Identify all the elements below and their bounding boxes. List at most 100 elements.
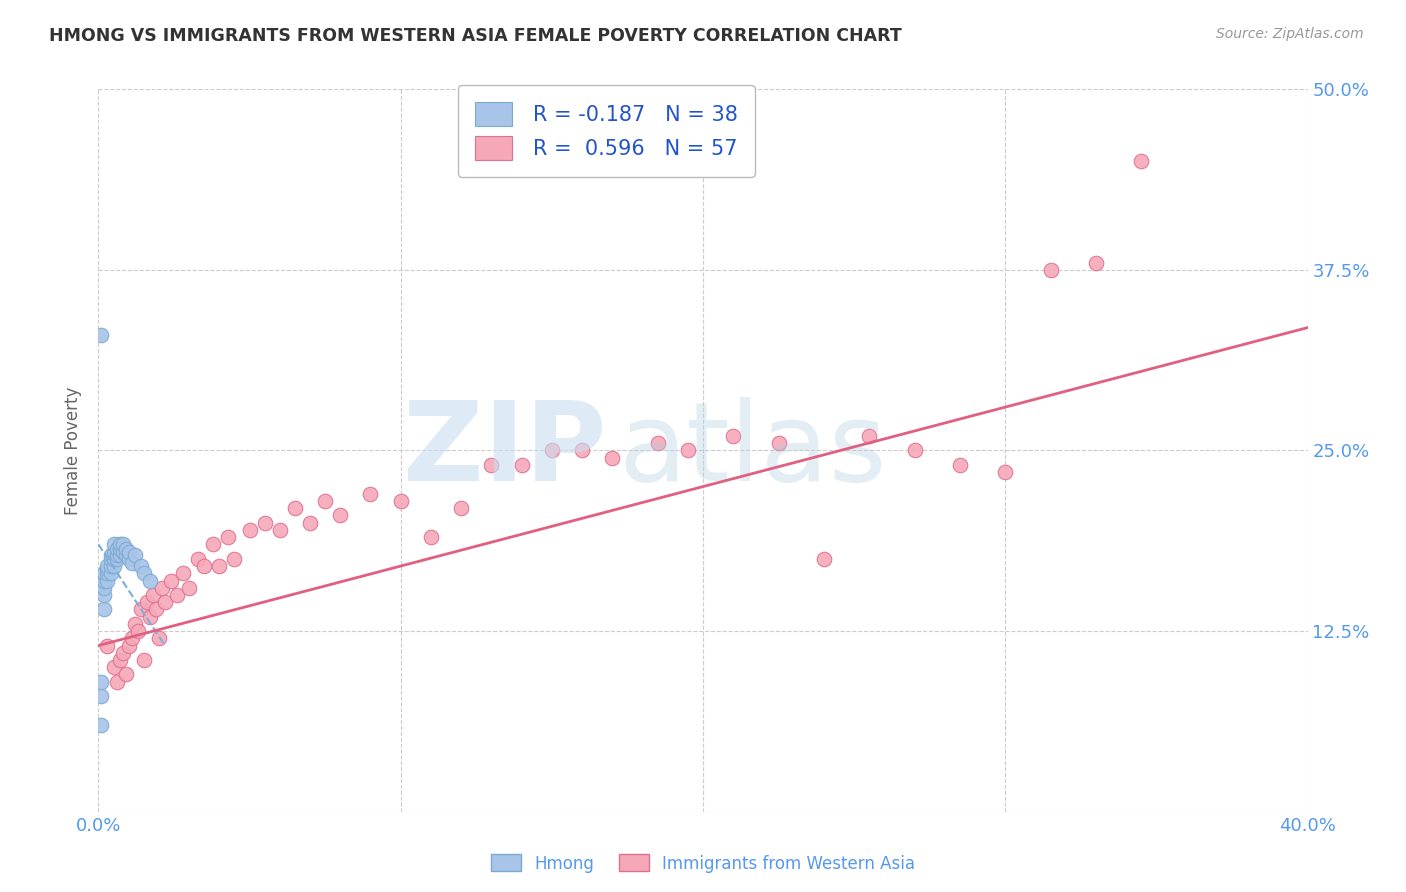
Point — [111, 646, 134, 660]
Point — [1085, 255, 1108, 269]
Point — [93, 574, 115, 588]
Point — [239, 523, 262, 537]
Point — [540, 443, 562, 458]
Point — [132, 653, 155, 667]
Point — [676, 443, 699, 458]
Point — [100, 566, 122, 581]
Point — [108, 537, 131, 551]
Point — [329, 508, 352, 523]
Point — [124, 616, 146, 631]
Point — [510, 458, 533, 472]
Point — [904, 443, 927, 458]
Point — [118, 639, 141, 653]
Point — [1130, 154, 1153, 169]
Point — [420, 530, 443, 544]
Point — [90, 718, 112, 732]
Point — [100, 548, 122, 562]
Point — [121, 632, 143, 646]
Point — [142, 588, 165, 602]
Point — [103, 537, 125, 551]
Point — [571, 443, 593, 458]
Point — [224, 551, 246, 566]
Point — [108, 653, 131, 667]
Point — [103, 544, 125, 558]
Point — [284, 501, 307, 516]
Point — [93, 581, 115, 595]
Point — [949, 458, 972, 472]
Point — [108, 548, 131, 562]
Text: ZIP: ZIP — [404, 397, 606, 504]
Point — [145, 602, 167, 616]
Point — [100, 551, 122, 566]
Point — [481, 458, 503, 472]
Point — [602, 450, 624, 465]
Point — [148, 632, 170, 646]
Point — [179, 581, 201, 595]
Point — [111, 537, 134, 551]
Point — [129, 559, 152, 574]
Point — [124, 548, 146, 562]
Point — [813, 551, 835, 566]
Legend: R = -0.187   N = 38, R =  0.596   N = 57: R = -0.187 N = 38, R = 0.596 N = 57 — [458, 85, 755, 177]
Point — [114, 667, 136, 681]
Point — [299, 516, 322, 530]
Point — [153, 595, 176, 609]
Point — [96, 574, 118, 588]
Point — [118, 544, 141, 558]
Point — [129, 602, 152, 616]
Point — [90, 327, 112, 342]
Y-axis label: Female Poverty: Female Poverty — [65, 386, 83, 515]
Text: atlas: atlas — [619, 397, 887, 504]
Point — [93, 588, 115, 602]
Point — [139, 609, 162, 624]
Point — [768, 436, 790, 450]
Point — [160, 574, 183, 588]
Point — [253, 516, 276, 530]
Point — [1039, 262, 1062, 277]
Point — [360, 487, 382, 501]
Point — [202, 537, 225, 551]
Point — [100, 559, 122, 574]
Point — [208, 559, 231, 574]
Point — [314, 494, 336, 508]
Point — [96, 566, 118, 581]
Point — [114, 541, 136, 556]
Legend: Hmong, Immigrants from Western Asia: Hmong, Immigrants from Western Asia — [484, 847, 922, 880]
Point — [193, 559, 215, 574]
Point — [108, 541, 131, 556]
Point — [93, 602, 115, 616]
Point — [166, 588, 188, 602]
Point — [105, 551, 128, 566]
Point — [858, 429, 880, 443]
Point — [96, 562, 118, 576]
Point — [647, 436, 669, 450]
Point — [132, 566, 155, 581]
Point — [111, 544, 134, 558]
Point — [105, 674, 128, 689]
Point — [127, 624, 149, 639]
Point — [150, 581, 173, 595]
Point — [103, 660, 125, 674]
Point — [389, 494, 412, 508]
Point — [96, 559, 118, 574]
Point — [93, 566, 115, 581]
Point — [121, 556, 143, 570]
Point — [105, 548, 128, 562]
Point — [217, 530, 239, 544]
Point — [723, 429, 745, 443]
Point — [105, 541, 128, 556]
Point — [90, 674, 112, 689]
Point — [96, 639, 118, 653]
Point — [103, 559, 125, 574]
Point — [187, 551, 209, 566]
Point — [103, 551, 125, 566]
Point — [114, 548, 136, 562]
Point — [90, 689, 112, 703]
Point — [994, 465, 1017, 479]
Text: HMONG VS IMMIGRANTS FROM WESTERN ASIA FEMALE POVERTY CORRELATION CHART: HMONG VS IMMIGRANTS FROM WESTERN ASIA FE… — [49, 27, 903, 45]
Point — [450, 501, 472, 516]
Point — [172, 566, 194, 581]
Point — [135, 595, 157, 609]
Point — [139, 574, 162, 588]
Text: Source: ZipAtlas.com: Source: ZipAtlas.com — [1216, 27, 1364, 41]
